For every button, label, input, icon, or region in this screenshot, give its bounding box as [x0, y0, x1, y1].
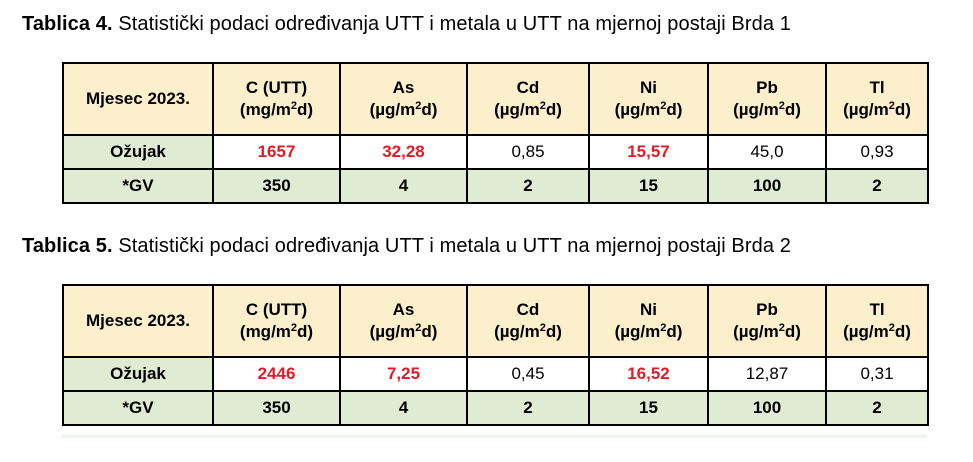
header-as: As (µg/m2d) — [339, 62, 468, 136]
cell-cd: 0,85 — [466, 134, 590, 170]
header-tl: Tl (µg/m2d) — [825, 284, 929, 358]
table-row-ozujak: Ožujak 1657 32,28 0,85 15,57 45,0 0,93 — [62, 134, 929, 170]
header-as: As (µg/m2d) — [339, 284, 468, 358]
header-c-utt: C (UTT) (mg/m2d) — [212, 284, 341, 358]
cell-as: 4 — [339, 168, 468, 204]
table5-caption-text: Statistički podaci određivanja UTT i met… — [112, 235, 791, 257]
cell-tl: 2 — [825, 390, 929, 426]
table-brda-2-header-row: Mjesec 2023. C (UTT) (mg/m2d) As (µg/m2d… — [62, 284, 929, 358]
cell-pb: 12,87 — [707, 356, 827, 392]
table4-caption-number: Tablica 4. — [22, 13, 113, 35]
header-tl: Tl (µg/m2d) — [825, 62, 929, 136]
cell-c-utt: 350 — [212, 390, 341, 426]
table-brda-1: Mjesec 2023. C (UTT) (mg/m2d) As (µg/m2d… — [62, 62, 929, 204]
cell-ni: 15,57 — [588, 134, 709, 170]
header-month: Mjesec 2023. — [62, 62, 214, 136]
cell-pb: 100 — [707, 390, 827, 426]
row-label: *GV — [62, 390, 214, 426]
header-ni: Ni (µg/m2d) — [588, 284, 709, 358]
cell-as: 7,25 — [339, 356, 468, 392]
cell-tl: 2 — [825, 168, 929, 204]
cell-pb: 100 — [707, 168, 827, 204]
cell-as: 32,28 — [339, 134, 468, 170]
cell-tl: 0,93 — [825, 134, 929, 170]
cell-cd: 2 — [466, 168, 590, 204]
table4-caption-text: Statistički podaci određivanja UTT i met… — [112, 13, 791, 35]
header-pb: Pb (µg/m2d) — [707, 62, 827, 136]
row-label: *GV — [62, 168, 214, 204]
table4-caption: Tablica 4. Statistički podaci određivanj… — [22, 12, 973, 36]
cell-tl: 0,31 — [825, 356, 929, 392]
cell-ni: 16,52 — [588, 356, 709, 392]
table-brda-1-header-row: Mjesec 2023. C (UTT) (mg/m2d) As (µg/m2d… — [62, 62, 929, 136]
table5-caption: Tablica 5. Statistički podaci određivanj… — [22, 234, 973, 258]
header-month: Mjesec 2023. — [62, 284, 214, 358]
cell-c-utt: 350 — [212, 168, 341, 204]
table-row-gv: *GV 350 4 2 15 100 2 — [62, 168, 929, 204]
table5-caption-number: Tablica 5. — [22, 235, 113, 257]
cell-ni: 15 — [588, 390, 709, 426]
document-page: Tablica 4. Statistički podaci određivanj… — [22, 12, 973, 438]
table-row-gv: *GV 350 4 2 15 100 2 — [62, 390, 929, 426]
header-c-utt: C (UTT) (mg/m2d) — [212, 62, 341, 136]
row-label: Ožujak — [62, 134, 214, 170]
header-cd: Cd (µg/m2d) — [466, 284, 590, 358]
cell-pb: 45,0 — [707, 134, 827, 170]
cropped-row-hint — [62, 435, 927, 438]
cell-as: 4 — [339, 390, 468, 426]
cell-ni: 15 — [588, 168, 709, 204]
header-ni: Ni (µg/m2d) — [588, 62, 709, 136]
cell-c-utt: 1657 — [212, 134, 341, 170]
cell-c-utt: 2446 — [212, 356, 341, 392]
cell-cd: 2 — [466, 390, 590, 426]
table-brda-2: Mjesec 2023. C (UTT) (mg/m2d) As (µg/m2d… — [62, 284, 929, 426]
header-pb: Pb (µg/m2d) — [707, 284, 827, 358]
table-row-ozujak: Ožujak 2446 7,25 0,45 16,52 12,87 0,31 — [62, 356, 929, 392]
cell-cd: 0,45 — [466, 356, 590, 392]
header-cd: Cd (µg/m2d) — [466, 62, 590, 136]
row-label: Ožujak — [62, 356, 214, 392]
